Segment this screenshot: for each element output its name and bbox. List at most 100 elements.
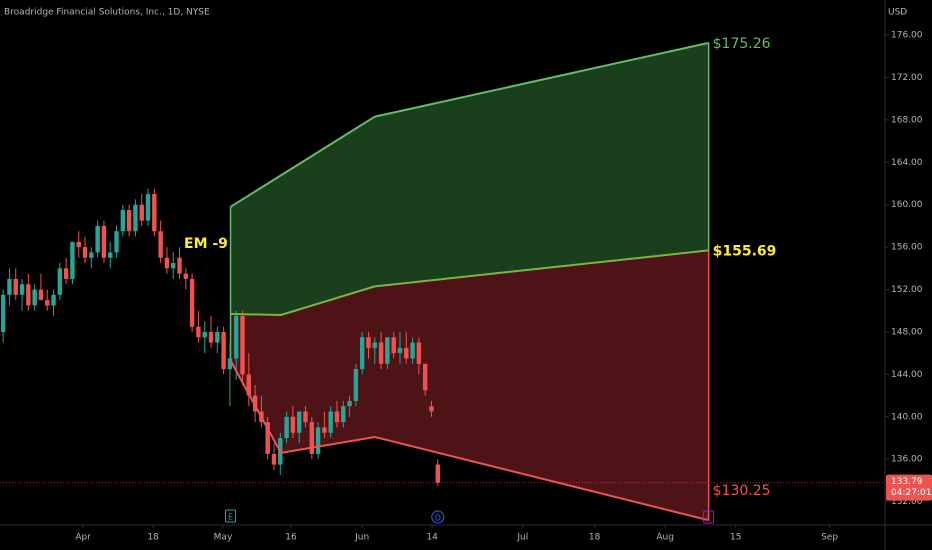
- y-tick-label: 164.00: [891, 158, 923, 168]
- event-label: E: [706, 514, 711, 523]
- candle-body: [341, 406, 346, 423]
- candle-body: [366, 337, 371, 348]
- candle-body: [296, 411, 302, 433]
- candle-body: [422, 363, 428, 391]
- expected-move-band: [230, 42, 709, 316]
- y-tick-label: 160.00: [891, 200, 923, 210]
- candle-body: [208, 331, 214, 343]
- candle-body: [189, 278, 195, 327]
- candle-body: [315, 427, 321, 454]
- candle-body: [120, 210, 126, 232]
- candle-body: [101, 225, 107, 258]
- event-label: D: [435, 514, 441, 523]
- candle-body: [171, 263, 176, 269]
- candle-body: [215, 331, 220, 343]
- x-tick-label: Aug: [656, 533, 674, 543]
- last-price-label: 133.79: [891, 477, 923, 487]
- candle-body: [95, 225, 100, 253]
- candle-body: [397, 347, 403, 354]
- candle-body: [404, 347, 409, 359]
- last-price-tag: [886, 474, 932, 501]
- candle-body: [51, 294, 56, 306]
- end-label: $155.69: [713, 243, 777, 259]
- candle-body: [328, 411, 333, 433]
- candle-body: [133, 204, 138, 232]
- candle-body: [265, 422, 270, 454]
- candle-body: [57, 268, 63, 295]
- chart-title: Broadridge Financial Solutions, Inc., 1D…: [4, 8, 210, 18]
- candle-body: [82, 247, 88, 258]
- candle-body: [290, 416, 296, 433]
- y-tick-label: 148.00: [891, 327, 923, 337]
- candle-body: [284, 416, 289, 439]
- candle-body: [45, 300, 50, 306]
- candle-body: [240, 316, 245, 375]
- candle-body: [26, 284, 31, 306]
- candle-body: [309, 422, 315, 454]
- candle-body: [152, 194, 157, 232]
- x-tick-label: May: [214, 533, 233, 543]
- candle-body: [70, 241, 75, 279]
- expected-move-band: [230, 250, 709, 521]
- y-tick-label: 132.00: [891, 497, 923, 507]
- candle-body: [19, 284, 25, 295]
- currency: USD: [888, 8, 907, 18]
- candle-body: [145, 194, 151, 221]
- candle-body: [38, 289, 44, 301]
- x-tick-label: 15: [730, 533, 741, 543]
- y-tick-label: 156.00: [891, 243, 923, 253]
- y-tick-label: 152.00: [891, 285, 923, 295]
- candle-body: [158, 231, 163, 258]
- x-tick-label: Jul: [516, 533, 528, 543]
- candle-body: [221, 331, 226, 370]
- candle-body: [353, 369, 359, 401]
- end-label: $130.25: [713, 483, 771, 499]
- candle-body: [359, 337, 365, 370]
- candle-body: [303, 411, 308, 423]
- candle-body: [139, 204, 144, 221]
- candle-body: [183, 273, 189, 279]
- y-tick-label: 136.00: [891, 455, 923, 465]
- x-tick-label: Apr: [75, 533, 91, 543]
- y-tick-label: 172.00: [891, 73, 923, 83]
- candle-body: [227, 358, 233, 370]
- y-tick-label: 168.00: [891, 115, 923, 125]
- event-marker: [703, 510, 715, 524]
- end-label: $175.26: [713, 36, 771, 52]
- expected-move-line: [230, 41, 709, 208]
- y-tick-label: 140.00: [891, 412, 923, 422]
- candle-body: [108, 252, 113, 258]
- expected-move-line: [230, 249, 709, 317]
- expected-move-line: [229, 360, 709, 522]
- candle-body: [271, 453, 277, 465]
- candle-body: [391, 337, 396, 354]
- event-label: E: [228, 513, 233, 522]
- candle-body: [89, 252, 94, 258]
- y-tick-label: 176.00: [891, 31, 923, 41]
- candle-body: [164, 257, 170, 269]
- candle-body: [246, 374, 252, 396]
- candle-body: [334, 411, 340, 423]
- event-marker: [431, 510, 445, 524]
- y-tick-label: 144.00: [891, 370, 923, 380]
- candle-body: [385, 337, 390, 364]
- event-marker: [225, 509, 237, 523]
- x-tick-label: Sep: [821, 533, 838, 543]
- candle-body: [0, 294, 6, 332]
- candle-body: [322, 427, 327, 433]
- candle-body: [347, 400, 352, 407]
- candle-body: [32, 289, 37, 306]
- candle-body: [372, 342, 377, 348]
- annotation: EM -9: [184, 236, 228, 252]
- x-tick-label: 18: [147, 533, 159, 543]
- candle-body: [410, 342, 415, 359]
- candle-body: [378, 342, 384, 364]
- candle-body: [126, 210, 132, 232]
- x-tick-label: 18: [589, 533, 601, 543]
- candle-body: [234, 316, 239, 359]
- candle-body: [196, 326, 201, 338]
- candle-body: [435, 464, 440, 483]
- candle-body: [177, 257, 182, 274]
- x-tick-label: 14: [426, 533, 438, 543]
- x-tick-label: Jun: [354, 533, 369, 543]
